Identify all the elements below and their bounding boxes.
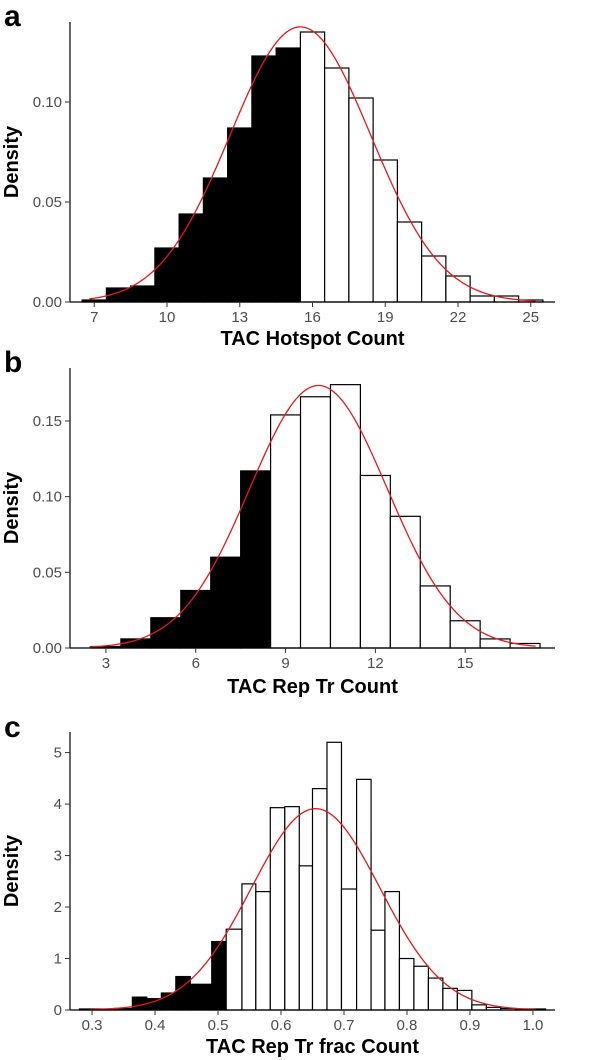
normal-density-curve: [89, 807, 536, 1011]
histogram-bar: [240, 470, 272, 649]
histogram-bar: [225, 928, 243, 1011]
histogram-bar: [427, 977, 444, 1011]
histogram-bar: [326, 741, 343, 1011]
histogram-bar: [311, 788, 328, 1011]
y-tick-label: 4: [54, 796, 62, 813]
histogram-bar: [471, 1004, 487, 1011]
x-axis-title: TAC Hotspot Count: [220, 328, 404, 350]
histogram-bar: [269, 414, 302, 649]
histogram-bars: [78, 741, 547, 1011]
histogram-bar: [370, 929, 386, 1011]
histogram-bar: [227, 127, 253, 303]
histogram-bar: [298, 865, 314, 1011]
x-tick-label: 9: [281, 655, 289, 672]
y-tick-label: 0.15: [33, 413, 62, 430]
x-axis-title: TAC Rep Tr Count: [227, 676, 398, 698]
panel-letter: b: [4, 346, 22, 379]
histogram-bar: [340, 888, 358, 1011]
panel-letter: a: [4, 0, 21, 33]
histogram-bar: [255, 890, 271, 1011]
x-tick-label: 10: [159, 309, 176, 326]
histogram-bar: [372, 159, 398, 303]
x-tick-label: 15: [457, 655, 474, 672]
histogram-bars: [81, 31, 544, 303]
histogram-bar: [210, 556, 242, 649]
histogram-bar: [269, 807, 286, 1011]
histogram-bar: [189, 983, 213, 1011]
panel-c: c 0.3 0.4 0.5 0.6 0.7 0.8 0.9 1.0 0 1 2 3 4 5 TAC Rep T…: [1, 711, 555, 1058]
histogram-bar: [180, 589, 212, 649]
histogram-bar: [299, 396, 332, 649]
panel-a: a 7 10 13 16 19 22 25 0.00 0.05 0.10 TAC Hotspot Co…: [1, 0, 555, 350]
x-tick-label: 1.0: [523, 1017, 544, 1034]
x-tick-label: 6: [192, 655, 200, 672]
histogram-bar: [348, 97, 374, 303]
x-tick-label: 22: [450, 309, 467, 326]
x-tick-label: 0.3: [82, 1017, 103, 1034]
y-tick-label: 0.10: [33, 94, 62, 111]
histogram-bar: [324, 67, 350, 303]
histogram-bar: [359, 474, 391, 649]
normal-density-curve: [89, 26, 536, 302]
histogram-bar: [251, 55, 277, 303]
panel-b: b 3 6 9 12 15 0.00 0.05 0.10 0.15 TAC Rep Tr Count…: [1, 346, 555, 698]
histogram-bar: [146, 998, 162, 1011]
x-tick-label: 0.9: [460, 1017, 481, 1034]
histogram-bar: [413, 965, 429, 1011]
x-tick-label: 16: [304, 309, 321, 326]
x-tick-label: 19: [377, 309, 394, 326]
histogram-bar: [389, 515, 421, 649]
y-tick-label: 0.00: [33, 640, 62, 657]
histogram-bar: [421, 255, 447, 303]
histogram-bar: [275, 47, 301, 303]
histogram-bar: [355, 778, 372, 1011]
histogram-bar: [299, 31, 326, 303]
x-tick-label: 0.4: [145, 1017, 166, 1034]
histogram-bar: [284, 806, 300, 1011]
normal-density-curve: [89, 384, 536, 648]
histogram-bar: [202, 177, 229, 303]
histogram-bar: [469, 295, 495, 303]
y-tick-label: 0.00: [33, 294, 62, 311]
y-tick-label: 0.05: [33, 564, 62, 581]
x-tick-label: 13: [231, 309, 248, 326]
y-axis-title: Density: [1, 125, 23, 198]
histogram-bar: [384, 890, 401, 1011]
histogram-bars: [90, 384, 541, 649]
y-tick-label: 0.10: [33, 489, 62, 506]
y-tick-label: 0.05: [33, 194, 62, 211]
histogram-bar: [449, 620, 481, 649]
histogram-bar: [419, 585, 451, 649]
y-tick-label: 1: [54, 951, 62, 968]
x-tick-label: 0.6: [271, 1017, 292, 1034]
y-axis-title: Density: [1, 834, 23, 907]
x-tick-label: 7: [90, 309, 98, 326]
histogram-bar: [329, 384, 362, 649]
x-tick-label: 0.8: [397, 1017, 418, 1034]
panel-letter: c: [4, 711, 21, 744]
y-axis-title: Density: [1, 471, 23, 544]
y-tick-label: 3: [54, 848, 62, 865]
x-tick-label: 0.7: [334, 1017, 355, 1034]
histogram-bar: [398, 957, 415, 1011]
histogram-bar: [178, 213, 204, 303]
y-tick-label: 2: [54, 899, 62, 916]
histogram-bar: [130, 285, 156, 303]
histogram-bar: [479, 638, 511, 649]
x-tick-label: 25: [522, 309, 539, 326]
y-tick-label: 0: [54, 1002, 62, 1019]
x-tick-label: 3: [102, 655, 110, 672]
y-tick-label: 5: [54, 745, 62, 762]
x-tick-label: 0.5: [208, 1017, 229, 1034]
x-axis-title: TAC Rep Tr frac Count: [206, 1036, 419, 1058]
x-tick-label: 12: [367, 655, 384, 672]
